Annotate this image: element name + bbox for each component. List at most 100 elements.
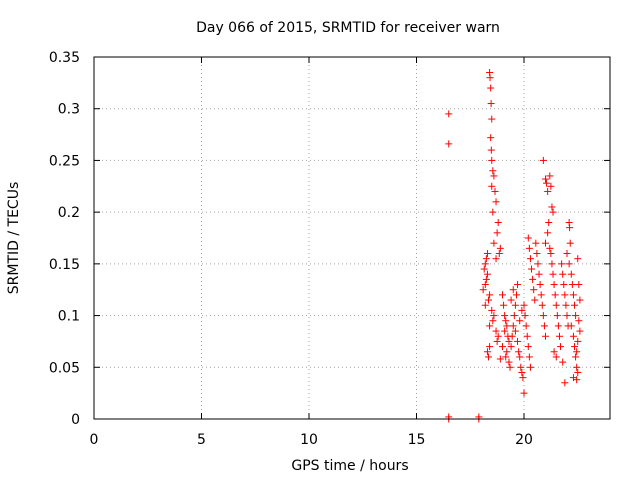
data-point [503,322,511,330]
data-point [565,260,573,268]
data-point [520,389,528,397]
data-point [499,291,506,299]
data-point [530,286,538,294]
data-point [553,312,561,320]
data-point [492,255,500,263]
data-point [557,343,565,351]
data-point [546,244,554,252]
data-point [479,286,487,294]
data-point [521,312,529,320]
data-point [514,337,522,345]
data-point [575,317,583,325]
y-tick-label: 0.1 [58,309,80,325]
data-point [567,322,575,330]
data-point [558,260,566,268]
data-point [536,281,544,289]
data-point [524,343,532,351]
data-point [545,218,553,226]
data-point [568,281,576,289]
data-point [537,291,545,299]
data-point [488,115,496,123]
data-point [481,260,489,268]
data-point [492,327,500,335]
data-point [576,296,584,304]
data-point [573,376,581,384]
data-point [487,100,495,108]
data-point [508,332,516,340]
data-point [499,343,506,351]
data-point [486,322,494,330]
data-point [548,260,556,268]
data-point [493,229,501,237]
x-tick-label: 5 [197,432,206,448]
data-point [555,332,563,340]
data-point [488,306,496,314]
data-point [507,343,515,351]
data-point [574,337,582,345]
data-point [510,312,518,320]
data-point [538,301,546,309]
data-point [489,317,497,325]
data-point [511,301,519,309]
data-point [485,296,493,304]
data-point [559,270,567,278]
data-point [561,291,569,299]
grid-layer [94,57,610,419]
data-point [547,250,555,258]
data-point [509,286,517,294]
data-point [540,322,548,330]
data-point [519,374,527,382]
y-tick-label: 0.05 [49,360,80,376]
data-point [542,239,549,247]
data-point [516,317,524,325]
data-point [533,250,541,258]
data-point [528,265,536,273]
data-point [514,281,522,289]
data-point [503,348,511,356]
data-point [502,353,510,361]
data-point [485,353,493,361]
data-point [486,291,494,299]
data-point [551,291,559,299]
data-point [516,353,524,361]
data-point [500,301,508,309]
data-point [539,312,547,320]
data-point [569,332,577,340]
data-point [496,355,504,363]
data-point [445,140,453,148]
y-tick-label: 0.25 [49,153,80,169]
data-point [549,208,557,216]
data-point [517,363,525,371]
data-point [487,84,495,92]
data-point [567,270,575,278]
data-point [559,358,567,366]
data-point [487,146,495,154]
data-point [518,368,526,376]
data-point [546,172,554,180]
data-point [505,358,513,366]
y-axis-label: SRMTID / TECUs [6,182,22,295]
x-tick-label: 15 [408,432,426,448]
data-point [560,281,568,289]
data-point [481,281,489,289]
y-tick-label: 0.2 [58,205,80,221]
data-point [518,306,526,314]
data-point [542,175,549,183]
data-point [490,312,498,320]
data-point [511,327,519,335]
data-point [554,322,562,330]
data-point [494,332,502,340]
data-point [512,291,520,299]
data-point [486,74,494,82]
data-point [496,244,504,252]
data-point [506,363,514,371]
data-point [566,224,574,232]
data-point [501,312,509,320]
data-point [490,172,498,180]
data-point [481,301,489,309]
data-point [483,270,491,278]
point-layer [445,69,584,423]
data-point [552,353,560,361]
data-point [571,343,579,351]
